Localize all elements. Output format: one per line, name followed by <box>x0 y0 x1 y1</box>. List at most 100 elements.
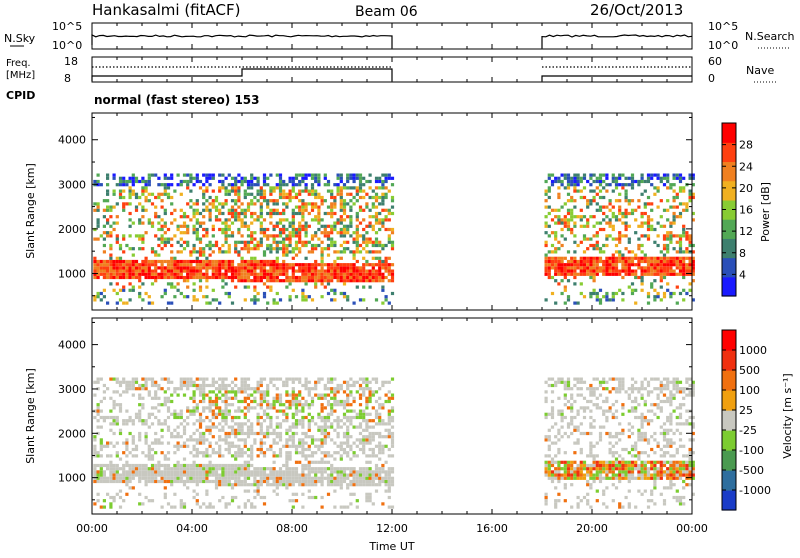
range-time-cell <box>215 406 218 409</box>
range-time-cell <box>669 292 672 295</box>
range-time-cell <box>349 206 352 209</box>
range-time-cell <box>301 451 304 454</box>
range-time-cell <box>564 302 567 305</box>
range-time-cell <box>324 454 327 457</box>
range-time-cell <box>343 406 346 409</box>
range-time-cell <box>660 250 663 253</box>
range-time-cell <box>183 180 186 183</box>
range-time-cell <box>122 451 125 454</box>
range-time-cell <box>205 477 208 480</box>
range-time-cell <box>170 270 173 273</box>
range-time-cell <box>292 289 295 292</box>
range-time-cell <box>253 406 256 409</box>
range-time-cell <box>605 400 608 403</box>
range-time-cell <box>145 276 148 279</box>
range-time-cell <box>183 384 186 387</box>
range-time-cell <box>618 238 621 241</box>
range-time-cell <box>164 397 167 400</box>
range-time-cell <box>589 260 592 263</box>
range-time-cell <box>567 279 570 282</box>
range-time-cell <box>301 273 304 276</box>
range-time-cell <box>157 464 160 467</box>
range-time-cell <box>145 270 148 273</box>
range-time-cell <box>282 480 285 483</box>
range-time-cell <box>253 183 256 186</box>
range-time-cell <box>260 442 263 445</box>
range-time-cell <box>628 202 631 205</box>
range-time-cell <box>301 276 304 279</box>
range-time-cell <box>666 186 669 189</box>
range-time-cell <box>545 225 548 228</box>
range-time-cell <box>177 289 180 292</box>
range-time-cell <box>314 480 317 483</box>
range-time-cell <box>589 442 592 445</box>
range-time-cell <box>378 266 381 269</box>
range-time-cell <box>580 260 583 263</box>
range-time-cell <box>321 461 324 464</box>
range-time-cell <box>631 177 634 180</box>
range-time-cell <box>161 241 164 244</box>
range-time-cell <box>209 174 212 177</box>
range-time-cell <box>257 403 260 406</box>
range-time-cell <box>93 480 96 483</box>
range-time-cell <box>612 499 615 502</box>
range-time-cell <box>145 496 148 499</box>
range-time-cell <box>135 196 138 199</box>
range-time-cell <box>260 244 263 247</box>
range-time-cell <box>631 180 634 183</box>
range-time-cell <box>362 266 365 269</box>
range-time-cell <box>321 202 324 205</box>
range-time-cell <box>266 403 269 406</box>
range-time-cell <box>292 225 295 228</box>
range-time-cell <box>231 231 234 234</box>
range-time-cell <box>205 384 208 387</box>
range-time-cell <box>100 292 103 295</box>
range-time-cell <box>273 279 276 282</box>
range-time-cell <box>215 474 218 477</box>
range-time-cell <box>196 231 199 234</box>
range-time-cell <box>205 474 208 477</box>
range-time-cell <box>237 426 240 429</box>
range-time-cell <box>602 493 605 496</box>
range-time-cell <box>273 477 276 480</box>
range-time-cell <box>308 276 311 279</box>
range-time-cell <box>263 477 266 480</box>
range-time-cell <box>225 218 228 221</box>
range-time-cell <box>186 480 189 483</box>
range-time-cell <box>317 381 320 384</box>
range-time-cell <box>305 174 308 177</box>
range-time-cell <box>333 225 336 228</box>
range-time-cell <box>605 461 608 464</box>
range-time-cell <box>186 410 189 413</box>
range-time-cell <box>353 250 356 253</box>
range-time-cell <box>237 429 240 432</box>
range-time-cell <box>279 218 282 221</box>
range-time-cell <box>551 257 554 260</box>
range-time-cell <box>564 483 567 486</box>
range-time-cell <box>631 467 634 470</box>
range-time-cell <box>340 234 343 237</box>
range-time-cell <box>365 442 368 445</box>
range-time-cell <box>359 234 362 237</box>
range-time-cell <box>577 410 580 413</box>
range-time-cell <box>122 480 125 483</box>
range-time-cell <box>196 174 199 177</box>
range-time-cell <box>599 206 602 209</box>
range-time-cell <box>349 218 352 221</box>
range-time-cell <box>621 470 624 473</box>
range-time-cell <box>596 490 599 493</box>
range-time-cell <box>202 470 205 473</box>
range-time-cell <box>269 477 272 480</box>
range-time-cell <box>311 270 314 273</box>
range-time-cell <box>596 260 599 263</box>
range-time-cell <box>349 416 352 419</box>
range-time-cell <box>116 282 119 285</box>
range-time-cell <box>292 263 295 266</box>
range-time-cell <box>337 273 340 276</box>
range-time-cell <box>132 174 135 177</box>
range-time-cell <box>321 247 324 250</box>
range-time-cell <box>173 506 176 509</box>
range-time-cell <box>161 480 164 483</box>
range-time-cell <box>186 406 189 409</box>
range-time-cell <box>375 279 378 282</box>
